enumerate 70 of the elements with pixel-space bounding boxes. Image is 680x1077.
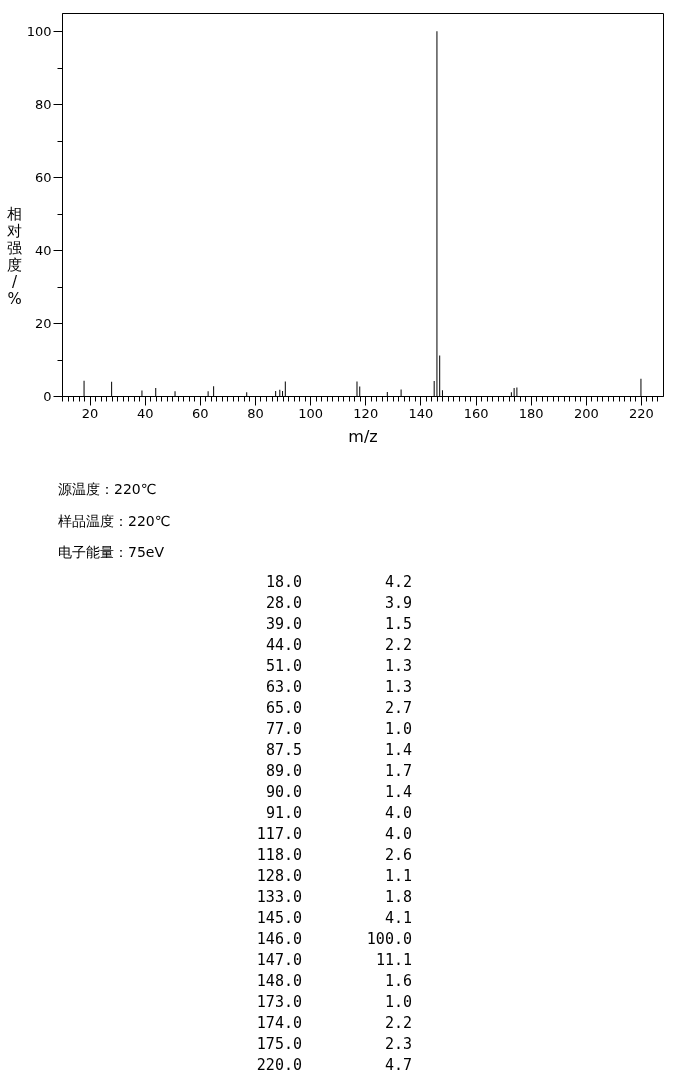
- data-label: 4.0: [383, 803, 412, 824]
- y-axis-title: 相对强度/%: [7, 204, 22, 308]
- category-label: 87.5: [264, 740, 302, 761]
- category-label: 18.0: [264, 572, 302, 593]
- data-label: 2.3: [383, 1034, 412, 1055]
- category-label: 173.0: [255, 992, 302, 1013]
- data-label: 1.7: [383, 761, 412, 782]
- x-tick-label: 20: [81, 405, 99, 421]
- data-label: 1.0: [383, 992, 412, 1013]
- category-label: 147.0: [255, 950, 302, 971]
- data-label: 1.3: [383, 677, 412, 698]
- category-label: 175.0: [255, 1034, 302, 1055]
- text: 样品温度：220℃: [58, 511, 171, 531]
- category-label: 174.0: [255, 1013, 302, 1034]
- data-label: 1.8: [383, 887, 412, 908]
- data-label: 4.0: [383, 824, 412, 845]
- y-tick-label: 60: [34, 169, 52, 185]
- data-label: 1.5: [383, 614, 412, 635]
- text: 电子能量：75eV: [58, 543, 165, 562]
- data-label: 1.4: [383, 782, 412, 803]
- category-label: 220.0: [255, 1055, 302, 1076]
- data-label: 4.7: [383, 1055, 412, 1076]
- category-label: 65.0: [264, 698, 302, 719]
- x-tick-label: 60: [192, 405, 209, 421]
- x-tick-label: 220: [629, 405, 654, 421]
- data-label: 2.7: [383, 698, 412, 719]
- data-label: 1.4: [383, 740, 412, 761]
- category-label: 44.0: [264, 635, 302, 656]
- data-label: 3.9: [383, 593, 412, 614]
- data-label: 1.0: [383, 719, 412, 740]
- y-tick-label: 80: [34, 96, 52, 112]
- data-label: 2.6: [383, 845, 412, 866]
- category-label: 89.0: [264, 761, 302, 782]
- category-label: 91.0: [264, 803, 302, 824]
- x-tick-label: 120: [353, 405, 379, 421]
- x-tick-label: 140: [408, 405, 434, 421]
- category-label: 39.0: [264, 614, 302, 635]
- category-label: 63.0: [264, 677, 302, 698]
- y-tick-label: 100: [26, 23, 52, 39]
- x-tick-label: 80: [247, 405, 264, 421]
- category-label: 90.0: [264, 782, 302, 803]
- x-axis-title: m/z: [348, 426, 378, 446]
- x-tick-label: 100: [298, 405, 324, 421]
- category-label: 51.0: [264, 656, 302, 677]
- y-tick-label: 40: [34, 242, 52, 258]
- x-tick-label: 200: [573, 405, 599, 421]
- x-tick-label: 180: [518, 405, 544, 421]
- data-label: 1.3: [383, 656, 412, 677]
- data-label: 11.1: [374, 950, 412, 971]
- text: 源温度：220℃: [58, 480, 158, 499]
- category-label: 28.0: [264, 593, 302, 614]
- x-tick-label: 160: [463, 405, 489, 421]
- category-label: 133.0: [255, 887, 302, 908]
- y-tick-label: 20: [34, 315, 52, 331]
- x-tick-label: 40: [136, 405, 154, 421]
- data-label: 4.1: [383, 908, 412, 929]
- data-label: 2.2: [383, 1013, 412, 1034]
- category-label: 128.0: [255, 866, 302, 887]
- category-label: 117.0: [255, 824, 302, 845]
- data-label: 100.0: [365, 929, 412, 950]
- data-label: 1.1: [383, 866, 412, 887]
- data-label: 1.6: [383, 971, 412, 992]
- category-label: 146.0: [255, 929, 302, 950]
- data-label: 2.2: [383, 635, 412, 656]
- category-label: 148.0: [255, 971, 302, 992]
- category-label: 145.0: [255, 908, 302, 929]
- category-label: 118.0: [255, 845, 302, 866]
- category-label: 77.0: [264, 719, 302, 740]
- data-label: 4.2: [383, 572, 412, 593]
- y-tick-label: 0: [43, 388, 52, 404]
